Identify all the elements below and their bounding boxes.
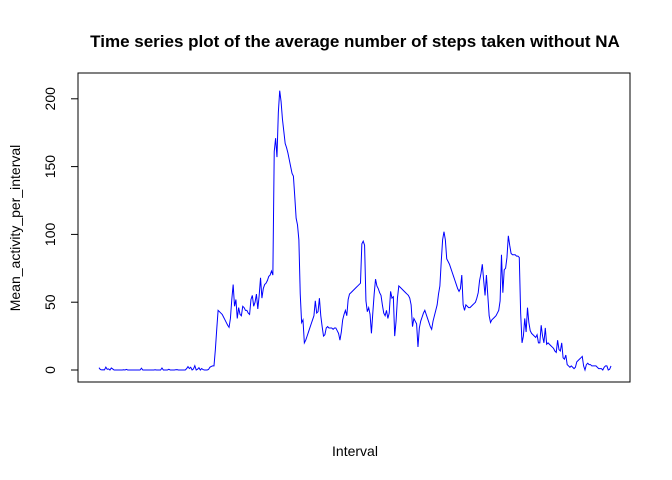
plot-frame (77, 72, 631, 383)
y-axis: 0 50 100 150 200 (42, 87, 79, 374)
x-axis-label: Interval (332, 443, 378, 459)
y-tick-label: 150 (42, 155, 58, 179)
chart-title: Time series plot of the average number o… (90, 32, 620, 51)
y-tick-label: 0 (42, 366, 58, 374)
y-tick-label: 100 (42, 223, 58, 247)
series-line (98, 90, 612, 372)
y-tick-label: 50 (42, 294, 58, 310)
y-axis-label: Mean_activity_per_interval (7, 145, 23, 312)
y-tick-label: 200 (42, 87, 58, 111)
